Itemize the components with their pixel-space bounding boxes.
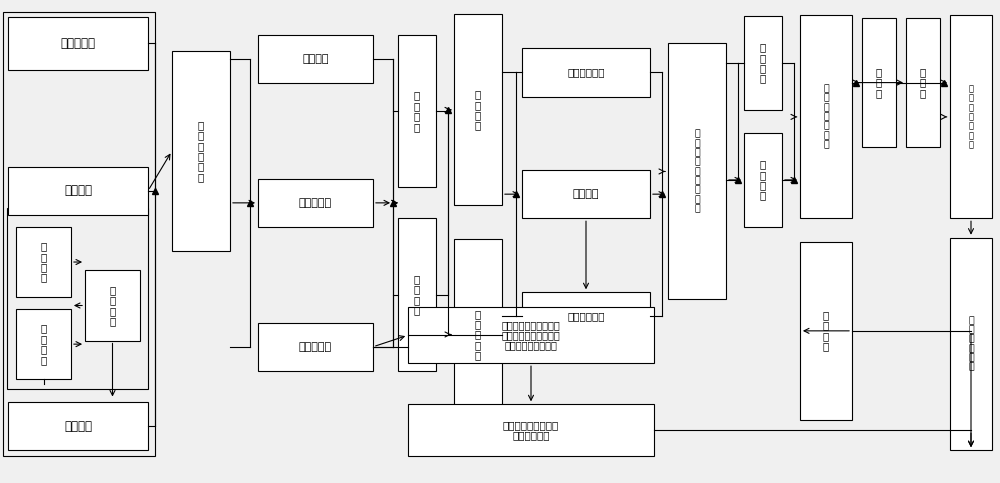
Text: 单井划分标准: 单井划分标准 (567, 312, 605, 321)
Bar (950, 238, 992, 450)
Text: 井
位
置: 井 位 置 (876, 67, 882, 98)
Text: 沉
积
模
拟
实
验: 沉 积 模 拟 实 验 (198, 120, 204, 182)
Text: 边
界
厚
度: 边 界 厚 度 (823, 310, 829, 352)
Bar (522, 48, 650, 97)
Bar (3, 12, 155, 456)
Text: 洪水沉积单元体宽度
变化理论公式: 洪水沉积单元体宽度 变化理论公式 (503, 420, 559, 440)
Text: 平面特征: 平面特征 (302, 54, 329, 64)
Bar (800, 242, 852, 420)
Bar (454, 14, 502, 205)
Bar (522, 292, 650, 341)
Text: 沉
积
近
岸
水
下
扇
划
分: 沉 积 近 岸 水 下 扇 划 分 (694, 129, 700, 213)
Text: 古地貌特征: 古地貌特征 (61, 37, 96, 50)
Text: 因
素
构
造: 因 素 构 造 (40, 242, 47, 283)
Text: 砂
体
厚
度: 砂 体 厚 度 (760, 159, 766, 200)
Bar (408, 404, 654, 456)
Text: 岩
相
组
合: 岩 相 组 合 (414, 274, 420, 315)
Bar (800, 15, 852, 218)
Bar (8, 167, 148, 215)
Text: 洪
水
沉
积
单
元
体: 洪 水 沉 积 单 元 体 (968, 85, 974, 149)
Bar (172, 51, 230, 251)
Bar (408, 307, 654, 363)
Bar (862, 18, 896, 147)
Bar (7, 208, 148, 389)
Bar (668, 43, 726, 299)
Text: 沉
积
单
元
体: 沉 积 单 元 体 (475, 309, 481, 360)
Text: 宽
度
量
化
预
测: 宽 度 量 化 预 测 (968, 316, 974, 372)
Text: 与洪水沉积单元体最大
延伸方向垂直的横剖面
上厚度变化理论公式: 与洪水沉积单元体最大 延伸方向垂直的横剖面 上厚度变化理论公式 (502, 320, 560, 351)
Text: 成因机制: 成因机制 (64, 420, 92, 432)
Text: 时深关系: 时深关系 (573, 189, 599, 199)
Bar (8, 17, 148, 70)
Bar (906, 18, 940, 147)
Bar (398, 218, 436, 371)
Text: 纵剖面特征: 纵剖面特征 (299, 342, 332, 352)
Text: 地震划分标准: 地震划分标准 (567, 68, 605, 77)
Text: 井
数
量: 井 数 量 (920, 67, 926, 98)
Text: 横剖面特征: 横剖面特征 (299, 198, 332, 208)
Text: 划
分
标
准: 划 分 标 准 (475, 89, 481, 130)
Bar (950, 15, 992, 218)
Bar (454, 239, 502, 430)
Text: 地
震
正
演: 地 震 正 演 (414, 90, 420, 132)
Bar (16, 227, 71, 297)
Bar (16, 309, 71, 379)
Bar (85, 270, 140, 341)
Bar (522, 170, 650, 218)
Bar (258, 323, 373, 371)
Bar (744, 16, 782, 110)
Text: 生
产
资
料: 生 产 资 料 (760, 43, 766, 84)
Bar (398, 35, 436, 187)
Text: 沉积特征: 沉积特征 (64, 185, 92, 197)
Text: 条
件
气
候: 条 件 气 候 (40, 324, 47, 365)
Text: 洪
水
沉
积
单
元
体: 洪 水 沉 积 单 元 体 (823, 85, 829, 149)
Bar (258, 35, 373, 83)
Bar (258, 179, 373, 227)
Bar (744, 133, 782, 227)
Text: 野
外
考
察: 野 外 考 察 (109, 285, 116, 326)
Bar (8, 402, 148, 450)
